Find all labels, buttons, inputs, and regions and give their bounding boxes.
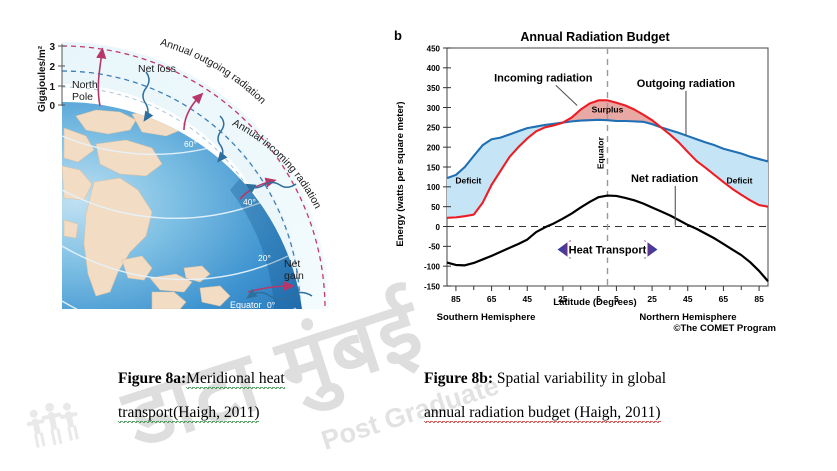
y-tick-label: 0 xyxy=(436,223,441,232)
north-pole-label-line2: Pole xyxy=(72,91,93,103)
x-tick-label: 25 xyxy=(647,294,657,304)
chart-plot-area: 450 400 350 300 250 200 150 100 50 0 -50 -100 -150 85… xyxy=(424,44,769,304)
lat-label-0: 0° xyxy=(267,300,275,309)
incoming-leader-line xyxy=(555,84,578,106)
y-tick-label: 250 xyxy=(427,124,441,133)
x-tick-label: 85 xyxy=(754,294,764,304)
caption-b-bold: Figure 8b: xyxy=(424,370,494,387)
net-gain-label-line2: gain xyxy=(284,270,304,282)
fig-a-ytick-3: 3 xyxy=(49,42,55,53)
fig-a-ytick-1: 1 xyxy=(49,82,55,93)
northern-hemisphere-label: Northern Hemisphere xyxy=(639,312,736,323)
annual-incoming-radiation-arc xyxy=(61,70,301,309)
figure-8b-chart: b Annual Radiation Budget 450 400 350 300 25… xyxy=(390,24,780,334)
figure-8b-caption: Figure 8b: Spatial variability in global… xyxy=(424,362,754,430)
equator-label-a: Equator xyxy=(230,300,262,309)
y-tick-label: 200 xyxy=(427,143,441,152)
y-tick-label: -150 xyxy=(424,282,441,291)
figure-8a-caption: Figure 8a:Meridional heat transport(Haig… xyxy=(118,362,368,430)
panel-label-b: b xyxy=(394,28,402,43)
lat-label-40: 40° xyxy=(243,197,256,207)
comet-program-credit: ©The COMET Program xyxy=(673,323,776,334)
chart-x-axis-title: Latitude (Degrees) xyxy=(553,297,636,308)
chart-y-axis-title: Energy (watts per square meter) xyxy=(395,101,406,246)
fig-a-ytick-0: 0 xyxy=(49,101,55,112)
deficit-region-left xyxy=(447,122,563,218)
x-tick-label: 65 xyxy=(487,294,497,304)
chart-title: Annual Radiation Budget xyxy=(520,30,670,44)
heat-transport-label: Heat Transport xyxy=(569,245,647,257)
annual-outgoing-radiation-arc xyxy=(61,45,326,309)
figure-a-y-axis: 3 2 1 0 Gigajoules/m² xyxy=(37,42,65,112)
y-tick-label: 400 xyxy=(427,64,441,73)
lat-label-20: 20° xyxy=(258,253,271,263)
net-radiation-curve xyxy=(446,194,769,282)
fig-a-y-axis-title: Gigajoules/m² xyxy=(37,45,48,112)
x-tick-label: 5 xyxy=(596,294,601,304)
watermark-emblem-icon xyxy=(26,402,79,448)
lat-label-60: 60° xyxy=(184,139,197,149)
x-tick-label: 25 xyxy=(558,294,568,304)
deficit-label-left: Deficit xyxy=(455,176,481,186)
net-gain-label-line1: Net xyxy=(284,258,300,270)
surplus-label: Surplus xyxy=(592,104,624,114)
x-tick-label: 45 xyxy=(683,294,693,304)
net-radiation-label: Net radiation xyxy=(631,173,699,185)
x-tick-label: 45 xyxy=(523,294,533,304)
caption-b-line2: annual radiation budget (Haigh, 2011) xyxy=(424,404,661,423)
y-tick-label: 350 xyxy=(427,84,441,93)
x-tick-label: 85 xyxy=(451,294,461,304)
outgoing-radiation-label: Outgoing radiation xyxy=(637,78,736,90)
y-tick-label: 300 xyxy=(427,104,441,113)
figure-8a-image: 60° 40° 20° 0° Equator 3 2 1 0 Gigajoule… xyxy=(34,24,374,309)
caption-a-bold: Figure 8a: xyxy=(118,370,187,387)
deficit-label-right: Deficit xyxy=(726,176,752,186)
y-tick-label: 150 xyxy=(427,163,441,172)
y-tick-label: 450 xyxy=(427,44,441,53)
y-tick-label: -100 xyxy=(424,262,441,271)
outgoing-radiation-curve xyxy=(446,118,769,180)
caption-a-line2: transport(Haigh, 2011) xyxy=(118,404,260,423)
caption-b-line1: Spatial variability in global xyxy=(493,370,667,387)
net-loss-label: Net loss xyxy=(138,63,176,75)
y-tick-label: 50 xyxy=(431,203,440,212)
y-tick-label: -50 xyxy=(428,243,440,252)
incoming-radiation-curve xyxy=(446,99,769,219)
north-pole-label-line1: North xyxy=(72,79,98,91)
net-gain-arrows xyxy=(142,71,313,301)
x-tick-label: 5 xyxy=(614,294,619,304)
x-tick-label: 65 xyxy=(719,294,729,304)
incoming-radiation-label: Incoming radiation xyxy=(494,72,593,84)
fig-a-ytick-2: 2 xyxy=(49,62,55,73)
y-tick-label: 100 xyxy=(427,183,441,192)
equator-label-b: Equator xyxy=(596,136,606,169)
deficit-region-right xyxy=(661,127,768,207)
caption-a-line1: Meridional heat xyxy=(186,370,285,389)
heat-transport-label-bg xyxy=(567,241,648,258)
southern-hemisphere-label: Southern Hemisphere xyxy=(437,312,536,323)
